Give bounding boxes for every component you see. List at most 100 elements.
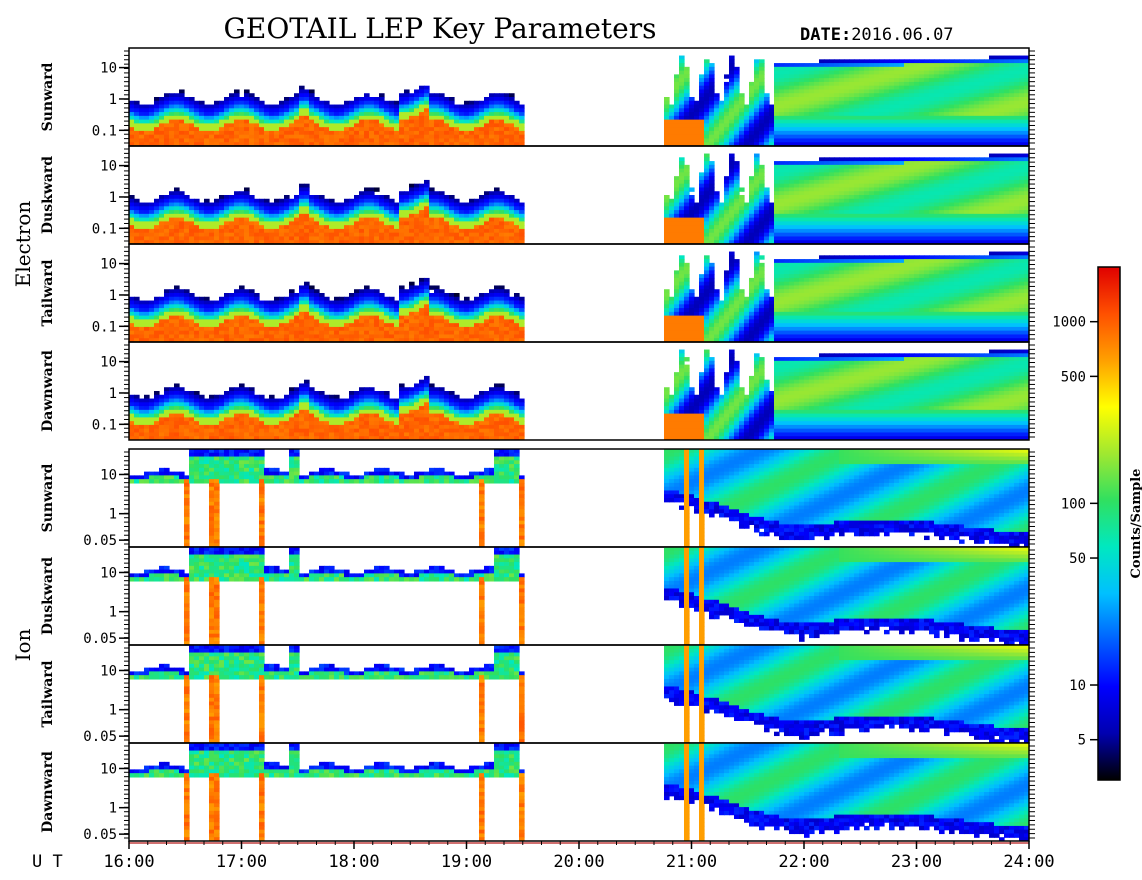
- heatmap-cell: [699, 195, 705, 200]
- heatmap-cell: [874, 130, 880, 136]
- heatmap-cell: [709, 161, 715, 166]
- heatmap-cell: [514, 232, 520, 238]
- heatmap-cell: [1014, 74, 1020, 79]
- heatmap-cell: [854, 195, 860, 200]
- heatmap-cell: [474, 134, 480, 140]
- heatmap-cell: [769, 112, 775, 117]
- heatmap-cell: [159, 130, 165, 136]
- heatmap-cell: [1014, 134, 1020, 140]
- heatmap-cell: [804, 179, 810, 185]
- heatmap-cell: [994, 157, 1000, 162]
- heatmap-cell: [979, 119, 985, 124]
- heatmap-cell: [869, 108, 875, 113]
- heatmap-cell: [824, 78, 830, 83]
- heatmap-cell: [219, 236, 225, 241]
- heatmap-cell: [354, 112, 360, 117]
- heatmap-cell: [804, 217, 810, 222]
- heatmap-cell: [714, 191, 720, 196]
- heatmap-cell: [699, 115, 705, 121]
- heatmap-cell: [994, 168, 1000, 173]
- heatmap-cell: [354, 202, 360, 207]
- heatmap-cell: [279, 100, 285, 106]
- heatmap-cell: [954, 191, 960, 196]
- heatmap-cell: [179, 221, 185, 226]
- heatmap-cell: [469, 108, 475, 113]
- heatmap-cell: [399, 240, 405, 244]
- heatmap-cell: [184, 130, 190, 136]
- heatmap-cell: [329, 142, 335, 146]
- heatmap-cell: [214, 138, 220, 143]
- heatmap-cell: [404, 206, 410, 211]
- heatmap-cell: [239, 127, 245, 132]
- heatmap-cell: [774, 127, 780, 132]
- heatmap-cell: [709, 228, 715, 234]
- heatmap-cell: [724, 123, 730, 128]
- heatmap-cell: [414, 206, 420, 211]
- heatmap-cell: [874, 161, 880, 166]
- heatmap-cell: [739, 232, 745, 238]
- heatmap-cell: [349, 104, 355, 109]
- heatmap-cell: [724, 100, 730, 106]
- heatmap-cell: [429, 123, 435, 128]
- heatmap-cell: [324, 213, 330, 219]
- heatmap-cell: [484, 206, 490, 211]
- heatmap-cell: [864, 228, 870, 234]
- heatmap-cell: [969, 176, 975, 181]
- heatmap-cell: [989, 63, 995, 68]
- heatmap-cell: [314, 210, 320, 215]
- heatmap-cell: [764, 195, 770, 200]
- heatmap-cell: [774, 217, 780, 222]
- heatmap-cell: [954, 168, 960, 173]
- heatmap-cell: [689, 187, 695, 192]
- heatmap-cell: [684, 66, 690, 72]
- heatmap-cell: [379, 240, 385, 244]
- heatmap-cell: [979, 59, 985, 64]
- heatmap-cell: [354, 142, 360, 146]
- heatmap-cell: [384, 236, 390, 241]
- heatmap-cell: [1024, 142, 1029, 146]
- heatmap-cell: [309, 240, 315, 244]
- heatmap-cell: [664, 228, 670, 234]
- heatmap-cell: [774, 221, 780, 226]
- heatmap-cell: [224, 115, 230, 121]
- heatmap-cell: [459, 225, 465, 230]
- heatmap-cell: [474, 228, 480, 234]
- heatmap-cell: [884, 176, 890, 181]
- heatmap-cell: [169, 240, 175, 244]
- heatmap-cell: [924, 198, 930, 204]
- heatmap-cell: [164, 213, 170, 219]
- heatmap-cell: [289, 104, 295, 109]
- heatmap-cell: [979, 191, 985, 196]
- heatmap-cell: [879, 97, 885, 102]
- heatmap-cell: [459, 240, 465, 244]
- heatmap-cell: [689, 142, 695, 146]
- heatmap-cell: [314, 198, 320, 204]
- heatmap-cell: [289, 198, 295, 204]
- heatmap-cell: [169, 119, 175, 124]
- heatmap-cell: [814, 164, 820, 170]
- heatmap-cell: [464, 119, 470, 124]
- heatmap-cell: [884, 179, 890, 185]
- heatmap-cell: [339, 217, 345, 222]
- heatmap-cell: [894, 168, 900, 173]
- heatmap-cell: [339, 232, 345, 238]
- heatmap-cell: [774, 172, 780, 177]
- heatmap-cell: [209, 127, 215, 132]
- heatmap-cell: [429, 198, 435, 204]
- heatmap-cell: [934, 123, 940, 128]
- heatmap-cell: [809, 232, 815, 238]
- heatmap-cell: [404, 123, 410, 128]
- heatmap-cell: [814, 138, 820, 143]
- heatmap-cell: [484, 236, 490, 241]
- heatmap-cell: [784, 78, 790, 83]
- heatmap-cell: [684, 176, 690, 181]
- heatmap-cell: [389, 236, 395, 241]
- heatmap-cell: [744, 210, 750, 215]
- heatmap-cell: [429, 221, 435, 226]
- heatmap-cell: [759, 221, 765, 226]
- heatmap-cell: [754, 63, 760, 68]
- heatmap-cell: [284, 240, 290, 244]
- heatmap-cell: [759, 142, 765, 146]
- heatmap-cell: [154, 123, 160, 128]
- heatmap-cell: [824, 221, 830, 226]
